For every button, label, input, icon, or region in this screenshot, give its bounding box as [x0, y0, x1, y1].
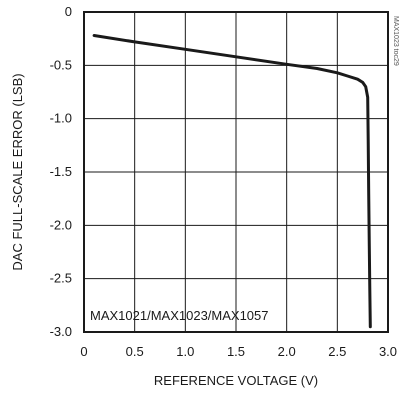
x-axis-label: REFERENCE VOLTAGE (V): [154, 373, 318, 388]
x-tick-label: 0: [80, 344, 87, 359]
x-tick-label: 3.0: [379, 344, 397, 359]
x-tick-label: 1.5: [227, 344, 245, 359]
plot-frame: [83, 11, 389, 333]
series-line: [92, 34, 372, 329]
series-layer: [92, 34, 372, 329]
y-tick-label: 0: [65, 4, 72, 19]
x-tick-label: 1.0: [176, 344, 194, 359]
grid-lines: [84, 12, 388, 332]
part-number-annotation: MAX1021/MAX1023/MAX1057: [90, 308, 269, 323]
y-tick-label: -0.5: [50, 57, 72, 72]
x-tick-label: 2.5: [328, 344, 346, 359]
y-tick-label: -1.5: [50, 164, 72, 179]
y-tick-label: -2.5: [50, 271, 72, 286]
figure-code: MAX1023 toc29: [392, 16, 399, 66]
y-tick-labels: 0 -0.5 -1.0 -1.5 -2.0 -2.5 -3.0: [50, 4, 72, 339]
y-tick-label: -1.0: [50, 111, 72, 126]
y-axis-label: DAC FULL-SCALE ERROR (LSB): [10, 73, 25, 270]
x-tick-label: 0.5: [126, 344, 144, 359]
x-tick-label: 2.0: [278, 344, 296, 359]
x-tick-labels: 0 0.5 1.0 1.5 2.0 2.5 3.0: [80, 344, 397, 359]
y-tick-label: -2.0: [50, 217, 72, 232]
y-tick-label: -3.0: [50, 324, 72, 339]
